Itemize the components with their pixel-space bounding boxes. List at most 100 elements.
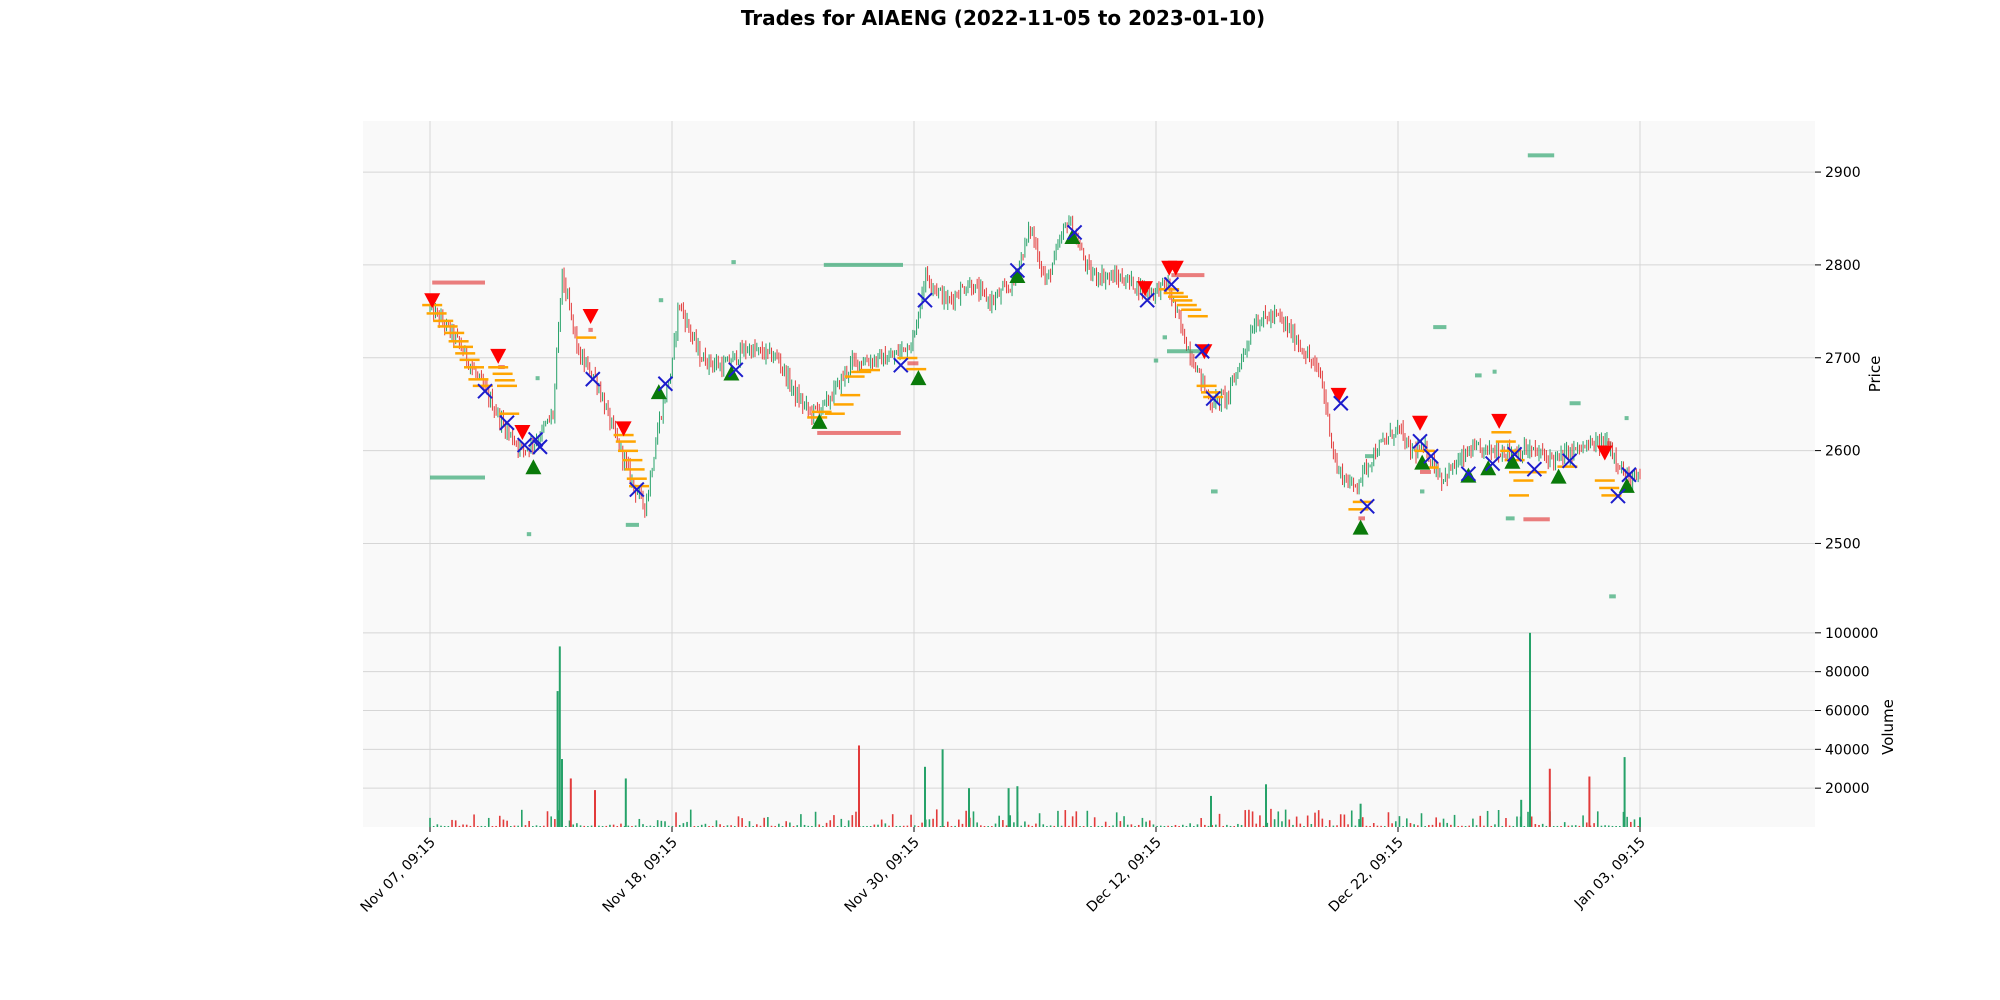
exit-marker bbox=[657, 376, 674, 392]
red-range-bar bbox=[907, 361, 919, 366]
volume-bar-up bbox=[598, 825, 600, 827]
exit-marker bbox=[1066, 224, 1083, 241]
volume-bar-up bbox=[532, 826, 534, 827]
volume-bar-down bbox=[1428, 825, 1430, 827]
volume-bar-up bbox=[1615, 825, 1617, 827]
level-mark bbox=[615, 440, 636, 443]
buy-entry-marker bbox=[1414, 454, 1431, 470]
x-tick-label: Dec 12, 09:15 bbox=[1084, 835, 1165, 916]
exit-marker bbox=[1412, 433, 1428, 450]
volume-bar-up bbox=[667, 825, 670, 827]
volume-bar-up bbox=[678, 825, 681, 827]
volume-bar-down bbox=[1376, 825, 1379, 827]
volume-bar-down bbox=[818, 824, 821, 827]
volume-bar-down bbox=[1534, 824, 1537, 827]
level-mark bbox=[1513, 479, 1534, 482]
level-mark bbox=[1168, 295, 1188, 298]
volume-bar-down bbox=[1339, 814, 1342, 827]
volume-bar-up bbox=[1607, 825, 1610, 827]
exit-marker bbox=[1526, 461, 1543, 477]
volume-bar-down bbox=[1031, 825, 1034, 827]
volume-bar-up bbox=[686, 821, 688, 827]
chart-title: Trades for AIAENG (2022-11-05 to 2023-01… bbox=[741, 6, 1265, 30]
exit-marker bbox=[728, 362, 744, 378]
volume-bar-up bbox=[436, 824, 439, 827]
volume-bar-down bbox=[719, 824, 721, 827]
red-range-bar bbox=[817, 430, 901, 435]
volume-bar-down bbox=[1064, 810, 1067, 827]
volume-bar-down bbox=[524, 825, 527, 827]
volume-bar-up bbox=[928, 819, 931, 827]
volume-spike bbox=[1623, 757, 1626, 827]
sell-entry-marker bbox=[424, 293, 441, 309]
volume-bar-down bbox=[1409, 823, 1412, 827]
volume-bar-down bbox=[1130, 824, 1133, 827]
volume-bar-up bbox=[1512, 825, 1515, 827]
volume-bar-up bbox=[638, 818, 641, 827]
volume-tick-label: 40000 bbox=[1825, 742, 1870, 758]
green-range-bar bbox=[1475, 373, 1482, 378]
volume-bar-down bbox=[1365, 825, 1368, 827]
volume-bar-down bbox=[546, 811, 549, 827]
volume-spike bbox=[1016, 786, 1019, 827]
volume-bar-up bbox=[517, 825, 519, 827]
volume-bar-up bbox=[1523, 826, 1526, 827]
volume-bar-down bbox=[932, 818, 934, 827]
volume-spike bbox=[1588, 776, 1591, 827]
volume-bar-down bbox=[1630, 821, 1632, 827]
level-mark bbox=[453, 345, 473, 349]
volume-bar-down bbox=[1053, 825, 1056, 827]
volume-spike bbox=[858, 745, 860, 827]
green-range-bar bbox=[1569, 401, 1581, 406]
volume-bar-up bbox=[480, 825, 483, 827]
volume-bar-up bbox=[1325, 826, 1327, 827]
green-range-bar bbox=[526, 532, 532, 537]
volume-bar-down bbox=[1211, 825, 1213, 827]
volume-spike bbox=[924, 766, 926, 827]
volume-bar-down bbox=[631, 826, 633, 827]
volume-bar-up bbox=[1284, 809, 1287, 827]
level-mark bbox=[1348, 508, 1369, 511]
sell-entry-marker bbox=[582, 308, 599, 324]
level-mark bbox=[1491, 431, 1512, 434]
buy-entry-marker bbox=[1064, 229, 1081, 245]
volume-bar-up bbox=[1497, 810, 1500, 827]
exit-marker bbox=[893, 357, 909, 373]
sell-entry-marker bbox=[490, 348, 507, 364]
level-mark bbox=[624, 468, 645, 471]
exit-marker bbox=[1139, 292, 1155, 308]
volume-spike bbox=[624, 778, 627, 827]
volume-bar-down bbox=[583, 825, 586, 827]
sell-entry-marker bbox=[1330, 387, 1347, 403]
volume-bar-up bbox=[822, 826, 824, 827]
volume-bar-up bbox=[1009, 815, 1012, 827]
volume-bar-down bbox=[616, 826, 619, 827]
volume-bar-down bbox=[1336, 825, 1338, 827]
volume-bar-up bbox=[1159, 825, 1162, 827]
volume-bar-down bbox=[833, 815, 835, 827]
exit-marker bbox=[1194, 343, 1210, 359]
level-mark bbox=[1509, 470, 1529, 474]
volume-bar-up bbox=[1156, 825, 1158, 827]
volume-bar-up bbox=[1145, 821, 1147, 827]
volume-bar-down bbox=[1505, 818, 1507, 827]
volume-tick-label: 100000 bbox=[1825, 626, 1878, 642]
volume-bar-up bbox=[1237, 823, 1239, 827]
level-mark bbox=[459, 358, 480, 362]
volume-bar-up bbox=[697, 825, 699, 827]
green-range-bar bbox=[1211, 489, 1218, 494]
volume-bar-down bbox=[1328, 820, 1331, 827]
volume-bar-up bbox=[866, 825, 868, 827]
red-range-bar bbox=[1420, 469, 1431, 474]
volume-bar-up bbox=[1394, 821, 1397, 827]
green-range-bar bbox=[1527, 153, 1555, 158]
volume-bar-down bbox=[476, 826, 479, 827]
volume-bar-down bbox=[1372, 823, 1375, 827]
volume-bar-up bbox=[811, 826, 813, 827]
volume-bar-down bbox=[1200, 818, 1202, 827]
volume-bar-down bbox=[1204, 824, 1206, 827]
volume-bar-up bbox=[1097, 825, 1100, 827]
level-mark bbox=[444, 331, 465, 335]
volume-bar-up bbox=[1494, 824, 1496, 827]
volume-bar-up bbox=[1556, 825, 1559, 827]
